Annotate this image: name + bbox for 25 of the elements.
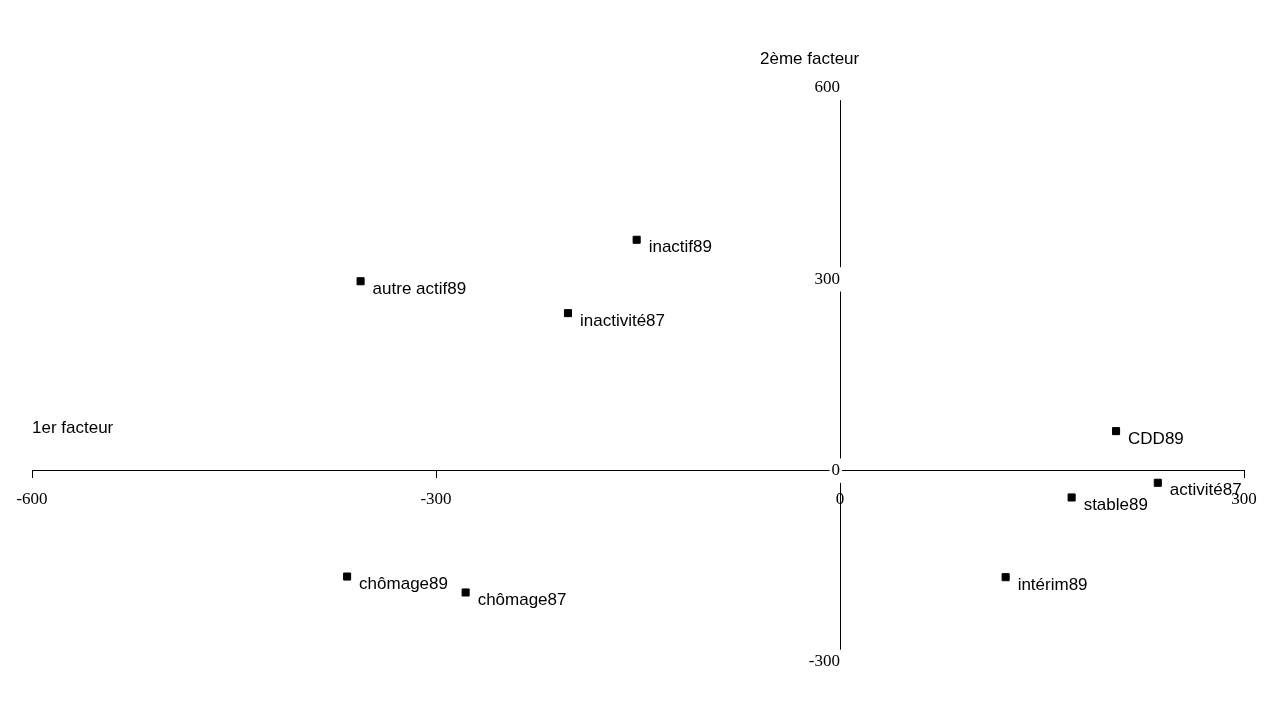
y-tick-label: 0	[831, 460, 840, 480]
annotation: stable89	[1083, 495, 1148, 515]
y-tick-label: -300	[808, 651, 840, 671]
point	[461, 588, 470, 597]
point	[1112, 427, 1121, 436]
point	[343, 572, 352, 581]
point	[1153, 478, 1162, 487]
x-axis-title: 1er facteur	[32, 417, 114, 437]
annotation: chômage89	[359, 574, 448, 594]
point	[356, 277, 365, 286]
annotation: CDD89	[1128, 428, 1184, 448]
y-tick-label: 300	[814, 268, 840, 288]
x-tick-label: -300	[420, 489, 452, 509]
annotation: intérim89	[1017, 574, 1088, 594]
point	[1067, 493, 1076, 502]
annotation: inactivité87	[579, 310, 666, 330]
point	[563, 309, 573, 318]
annotation: chômage87	[477, 590, 567, 610]
y-axis-title: 2ème facteur	[760, 49, 860, 69]
annotation: inactif89	[648, 237, 712, 257]
y-tick-label: 600	[814, 77, 840, 97]
point	[632, 235, 641, 244]
point	[1001, 573, 1010, 582]
annotation: autre actif89	[372, 278, 467, 298]
x-tick-label: -600	[16, 489, 48, 509]
